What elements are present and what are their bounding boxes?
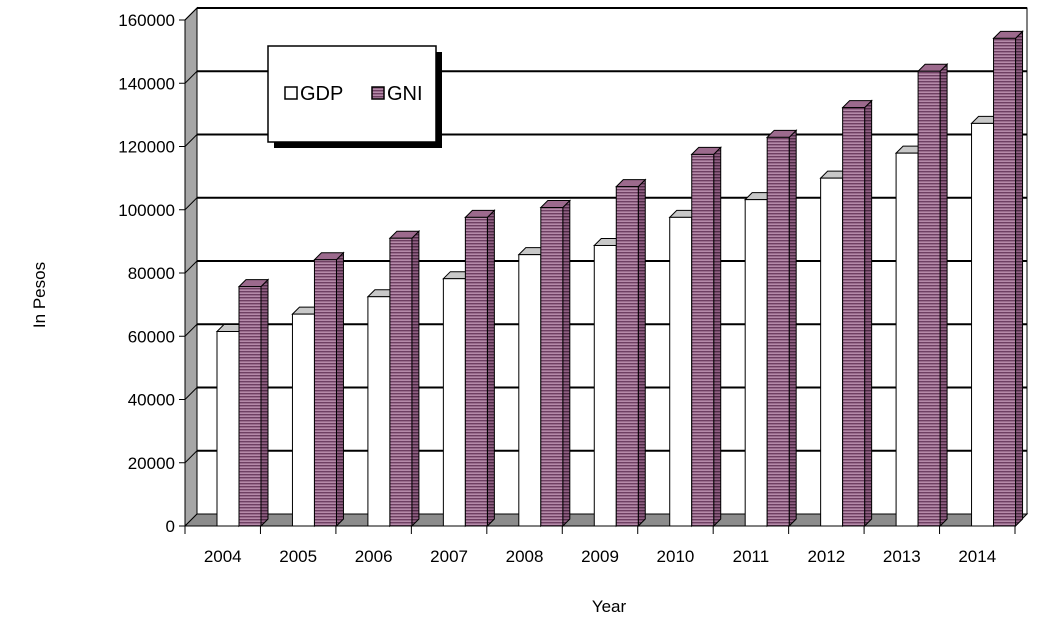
y-tick-label: 40000 (128, 391, 175, 410)
bar-gni-side (789, 130, 796, 526)
bar-gdp-front (745, 200, 767, 526)
x-tick-label: 2012 (807, 547, 845, 566)
bar-gni-front (390, 238, 412, 526)
bar-gni (767, 130, 796, 526)
legend-swatch-gni (372, 87, 384, 99)
bar-gni-side (261, 280, 268, 526)
bar-gni-front (994, 38, 1016, 526)
y-tick-label: 160000 (118, 11, 175, 30)
bar-gni-side (940, 64, 947, 526)
bar-gni (239, 280, 268, 526)
x-tick-label: 2013 (883, 547, 921, 566)
bar-gni-front (541, 208, 563, 526)
bar-gni (541, 201, 570, 526)
bar-gdp-front (670, 217, 692, 526)
y-tick-label: 140000 (118, 74, 175, 93)
bar-gdp-front (292, 314, 314, 526)
bar-gni (692, 147, 721, 526)
bar-gni-side (563, 201, 570, 526)
y-axis-title: In Pesos (30, 262, 49, 328)
x-tick-label: 2011 (733, 547, 770, 566)
bar-gdp-front (972, 123, 994, 526)
x-tick-label: 2004 (204, 547, 242, 566)
bar-gni (843, 101, 872, 526)
bar-gni-front (843, 108, 865, 526)
bar-gdp-front (368, 297, 390, 526)
bar-gni-front (918, 71, 940, 526)
bar-gni-side (1016, 31, 1023, 526)
bar-gni-side (336, 253, 343, 526)
legend-swatch-gdp (285, 87, 297, 99)
y-tick-label: 0 (166, 517, 175, 536)
bar-gni-side (412, 231, 419, 526)
legend-label-gni: GNI (387, 83, 423, 105)
bar-gni (314, 253, 343, 526)
bar-gni-front (692, 154, 714, 526)
x-tick-label: 2009 (581, 547, 619, 566)
bar-gdp-front (443, 279, 465, 526)
x-tick-label: 2014 (958, 547, 996, 566)
legend: GDP GNI (268, 46, 442, 148)
bar-gdp-front (821, 178, 843, 526)
bar-gni-side (714, 147, 721, 526)
bar-gni-side (638, 180, 645, 526)
bar-gni (390, 231, 419, 526)
bar-gni-front (767, 137, 789, 526)
legend-label-gdp: GDP (300, 83, 343, 105)
bar-gni (465, 210, 494, 526)
x-tick-label: 2006 (355, 547, 393, 566)
y-tick-label: 120000 (118, 138, 175, 157)
bar-gdp-front (519, 255, 541, 526)
bar-gni-front (239, 287, 261, 526)
bar-gni (616, 180, 645, 526)
bar-gni (994, 31, 1023, 526)
bar-gdp-front (896, 153, 918, 526)
x-axis: 2004 2005 2006 2007 2008 2009 2010 2011 2012 2013… (185, 526, 1015, 566)
y-axis: 0 20000 40000 60000 80000 100000 120000 140000 1… (118, 11, 185, 536)
bar-gni-side (865, 101, 872, 526)
x-tick-label: 2008 (506, 547, 544, 566)
bar-gdp-front (217, 332, 239, 526)
bar-gni (918, 64, 947, 526)
bar-gdp-front (594, 245, 616, 526)
y-tick-label: 80000 (128, 264, 175, 283)
bar-gni-front (314, 260, 336, 526)
y-tick-label: 100000 (118, 201, 175, 220)
x-tick-label: 2007 (430, 547, 468, 566)
y-tick-label: 60000 (128, 327, 175, 346)
x-tick-label: 2010 (657, 547, 695, 566)
bar-gni-front (616, 187, 638, 526)
x-axis-title: Year (592, 597, 627, 616)
x-tick-label: 2005 (279, 547, 317, 566)
bar-gni-side (487, 210, 494, 526)
bar-gni-front (465, 217, 487, 526)
y-tick-label: 20000 (128, 454, 175, 473)
